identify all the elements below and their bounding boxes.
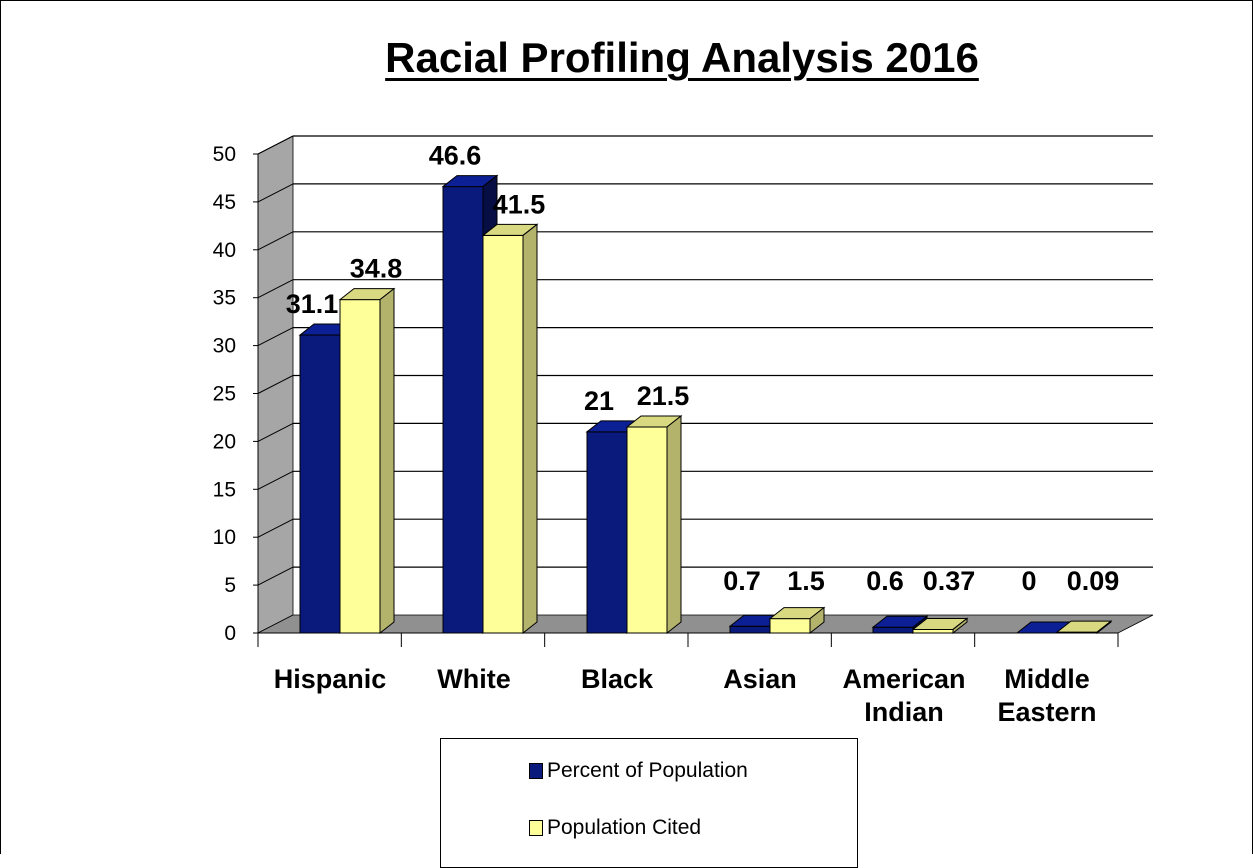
y-tick-label-20: 20: [213, 430, 236, 453]
data-label-2-3: 1.5: [787, 566, 825, 596]
data-label-1-0: 31.1: [286, 289, 339, 319]
data-label-2-2: 21.5: [637, 381, 690, 411]
y-tick-label-50: 50: [213, 143, 236, 166]
data-label-2-0: 34.8: [350, 254, 403, 284]
legend-item-series-1: Percent of Population: [529, 759, 748, 783]
y-tick-label-45: 45: [213, 191, 236, 214]
data-label-1-3: 0.7: [723, 566, 761, 596]
gridline-diagonal-40: [257, 231, 294, 251]
bar-front: [299, 334, 341, 634]
bar-side: [809, 606, 825, 635]
legend: Percent of Population Population Cited: [440, 738, 858, 868]
legend-label-series-1: Percent of Population: [547, 759, 748, 782]
gridline-diagonal-50: [257, 135, 294, 155]
y-tick-label-25: 25: [213, 383, 236, 406]
bar-side: [952, 617, 968, 635]
legend-swatch-series-1: [529, 763, 543, 779]
y-tick-label-35: 35: [213, 287, 236, 310]
x-category-label-2: Black: [581, 664, 654, 694]
bar-front: [912, 628, 954, 634]
gridlines: [257, 135, 1153, 586]
bar-population-cited-1: [481, 223, 539, 635]
y-tick-label-15: 15: [213, 478, 236, 501]
labels: 31.1 46.6 21 0.7 0.6 0 34.8 41.5 21.5 1.5 0.37 0.09…: [274, 141, 1120, 727]
gridline-diagonal-30: [257, 327, 294, 347]
bar-front: [482, 234, 524, 634]
x-category-label-3: Asian: [723, 664, 797, 694]
bar-side: [522, 223, 538, 635]
legend-swatch-series-2: [529, 820, 543, 836]
gridline-diagonal-35: [257, 279, 294, 299]
y-tick-label-5: 5: [224, 574, 236, 597]
gridline-diagonal-10: [257, 518, 294, 538]
chart-title: Racial Profiling Analysis 2016: [385, 34, 979, 81]
data-label-1-1: 46.6: [429, 141, 482, 171]
gridline-diagonal-45: [257, 183, 294, 203]
x-category-label-1: White: [437, 664, 511, 694]
bar-population-cited-5: [1055, 620, 1113, 635]
bar-side: [379, 287, 395, 635]
gridline-diagonal-15: [257, 470, 294, 490]
x-category-label-5: Middle Eastern: [997, 664, 1096, 727]
y-tick-label-30: 30: [213, 335, 236, 358]
bar-front: [339, 299, 381, 634]
gridline-diagonal-20: [257, 422, 294, 442]
y-tick-label-0: 0: [224, 622, 236, 645]
gridline-diagonal-5: [257, 566, 294, 586]
bar-front: [586, 431, 628, 634]
legend-item-series-2: Population Cited: [529, 816, 701, 840]
bar-population-cited-0: [338, 287, 396, 635]
bar-front: [442, 186, 484, 634]
data-label-2-1: 41.5: [493, 189, 546, 219]
data-label-1-2: 21: [584, 386, 614, 416]
data-label-1-5: 0: [1021, 566, 1036, 596]
y-tick-label-40: 40: [213, 239, 236, 262]
axes: 0 5 10 15 20 25 30 35 40 45 50: [213, 143, 1119, 647]
x-category-label-4: American Indian: [842, 664, 965, 727]
bar-side: [1096, 620, 1112, 635]
bar-front: [872, 626, 914, 634]
x-category-label-0: Hispanic: [274, 664, 387, 694]
y-tick-label-10: 10: [213, 526, 236, 549]
data-label-2-4: 0.37: [923, 566, 976, 596]
bar-front: [769, 618, 811, 634]
bars: [298, 174, 1113, 635]
bar-population-cited-2: [625, 415, 683, 635]
bar-front: [626, 426, 668, 634]
data-label-2-5: 0.09: [1067, 566, 1120, 596]
gridline-diagonal-25: [257, 375, 294, 394]
data-label-1-4: 0.6: [866, 566, 904, 596]
bar-population-cited-4: [911, 617, 969, 635]
bar-front: [729, 625, 771, 634]
bar-population-cited-3: [768, 606, 826, 635]
legend-label-series-2: Population Cited: [547, 816, 702, 839]
bar-side: [666, 415, 682, 635]
